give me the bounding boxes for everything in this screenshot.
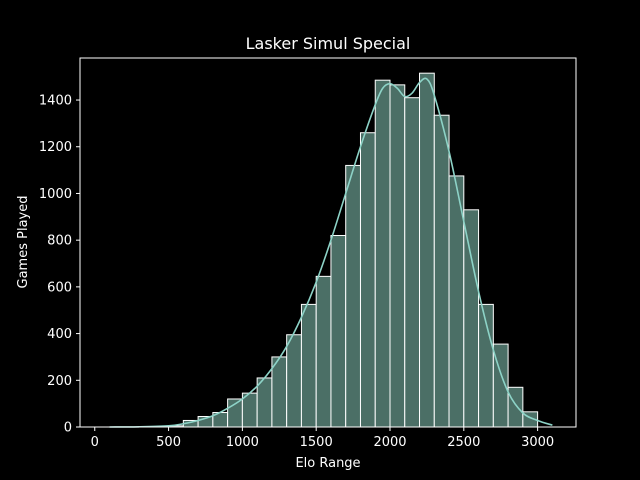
x-tick-label: 2000: [373, 435, 406, 450]
plot-frame: [79, 57, 577, 428]
y-tick-label: 1400: [39, 94, 72, 109]
bars-group: [168, 72, 539, 428]
y-tick-label: 0: [64, 421, 72, 436]
histogram-bar: [404, 97, 421, 428]
histogram-bar: [359, 132, 376, 428]
histogram-bar: [374, 79, 391, 428]
histogram-bar: [345, 164, 361, 428]
x-tick-label: 1500: [300, 435, 333, 450]
histogram-bar: [330, 234, 347, 428]
kde-line: [109, 77, 553, 428]
histogram-bar: [315, 275, 332, 428]
histogram-bar: [463, 209, 480, 428]
x-axis: 0 500 1000 1500 2000 2500 3000: [91, 427, 554, 450]
histogram-bar: [300, 303, 317, 428]
chart-title: Lasker Simul Special: [246, 34, 411, 53]
y-tick-label: 1200: [39, 140, 72, 155]
histogram-bar: [256, 377, 273, 428]
y-axis-label: Games Played: [16, 196, 31, 289]
y-axis: 0 200 400 600 800 1000 1200 1400: [39, 94, 80, 436]
x-tick-label: 2500: [447, 435, 480, 450]
y-tick-label: 600: [47, 280, 72, 295]
x-axis-label: Elo Range: [295, 456, 360, 471]
histogram-bar: [271, 356, 288, 428]
histogram-bar: [419, 72, 435, 428]
x-tick-label: 0: [91, 435, 99, 450]
x-tick-label: 1000: [226, 435, 259, 450]
y-tick-label: 1000: [39, 187, 72, 202]
histogram-bar: [389, 84, 406, 428]
histogram-bar: [507, 386, 524, 428]
histogram-bar: [286, 334, 302, 428]
y-tick-label: 400: [47, 327, 72, 342]
x-tick-label: 3000: [521, 435, 554, 450]
kde-group: [109, 77, 553, 428]
y-tick-label: 800: [47, 234, 72, 249]
histogram-bar: [433, 114, 450, 428]
x-tick-label: 500: [156, 435, 181, 450]
y-tick-label: 200: [47, 374, 72, 389]
